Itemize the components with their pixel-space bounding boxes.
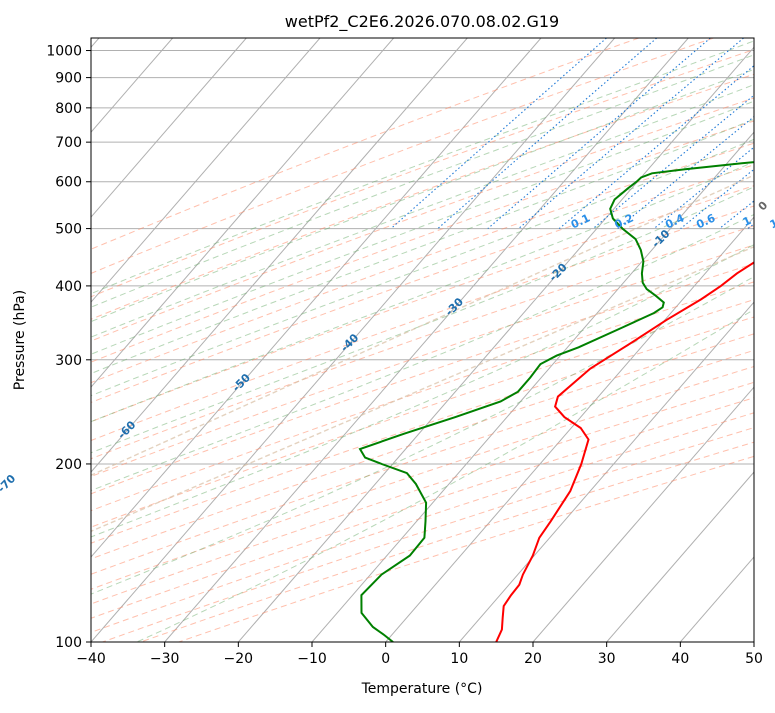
x-tick-label: −20: [224, 651, 254, 667]
x-tick-label: 20: [524, 651, 542, 667]
y-tick-label: 900: [55, 71, 82, 87]
y-tick-label: 1000: [46, 44, 82, 60]
x-tick-label: −30: [150, 651, 180, 667]
x-tick-label: −40: [76, 651, 106, 667]
y-axis-label: Pressure (hPa): [12, 290, 28, 390]
y-tick-label: 300: [55, 353, 82, 369]
y-tick-label: 200: [55, 457, 82, 473]
y-tick-label: 500: [55, 222, 82, 238]
x-axis-label: Temperature (°C): [361, 681, 483, 697]
x-tick-label: 40: [671, 651, 689, 667]
x-tick-label: 0: [381, 651, 390, 667]
x-tick-label: −10: [297, 651, 327, 667]
y-tick-label: 600: [55, 175, 82, 191]
y-tick-label: 700: [55, 135, 82, 151]
x-tick-label: 10: [450, 651, 468, 667]
x-tick-label: 30: [598, 651, 616, 667]
y-tick-label: 100: [55, 635, 82, 651]
y-tick-label: 800: [55, 101, 82, 117]
y-tick-label: 400: [55, 279, 82, 295]
chart-title: wetPf2_C2E6.2026.070.08.02.G19: [285, 12, 559, 32]
x-tick-label: 50: [745, 651, 763, 667]
